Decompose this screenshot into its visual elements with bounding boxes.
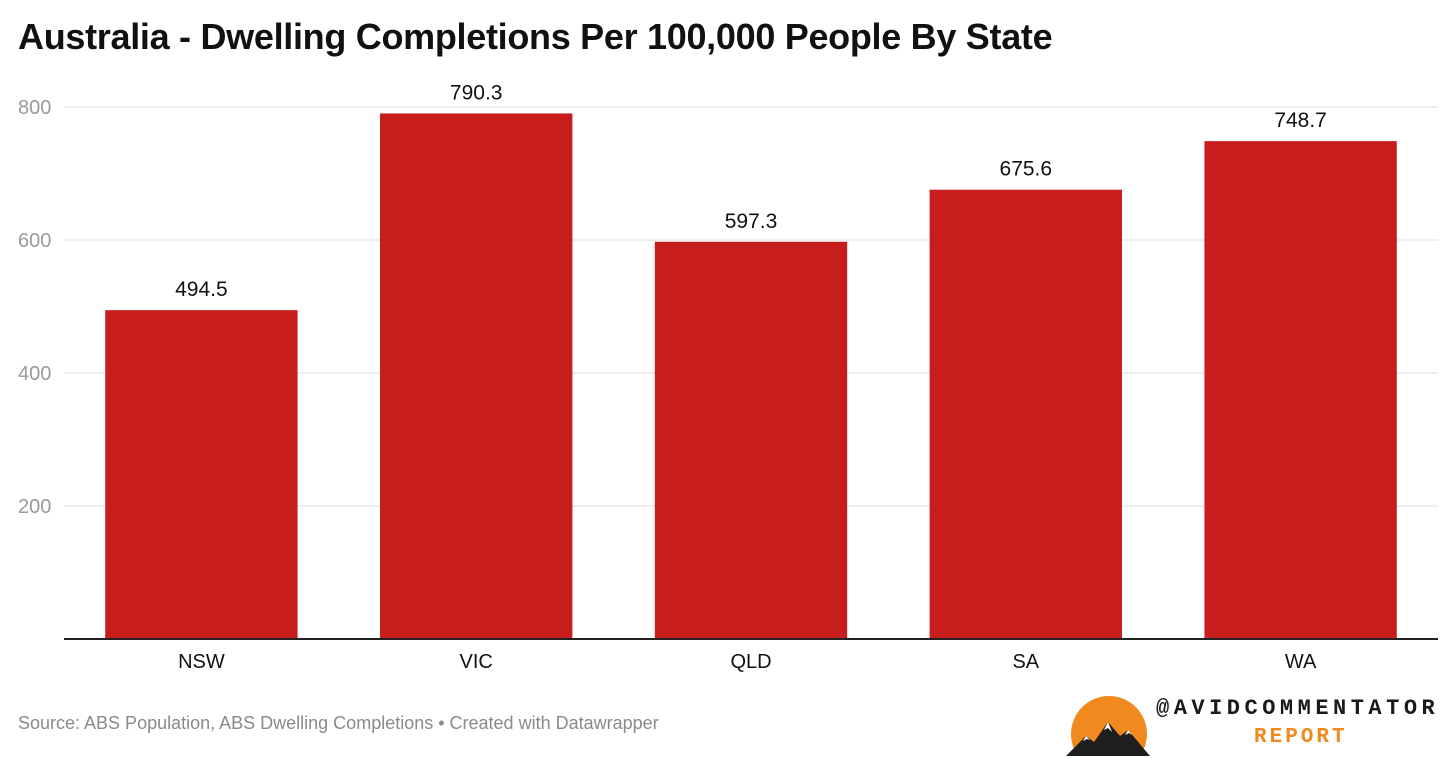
bar-chart: 200 400 600 800 494.5 790.3 597.3 675.6 748.7 N… — [18, 81, 1438, 673]
value-label-wa: 748.7 — [1274, 109, 1327, 132]
bar-wa — [1204, 141, 1397, 639]
brand-handle: @AVIDCOMMENTATOR — [1156, 696, 1440, 721]
bar-sa — [929, 189, 1122, 639]
bar-nsw — [105, 310, 298, 639]
x-tick-label-wa: WA — [1285, 651, 1317, 673]
mountain-sun-logo-icon — [1064, 696, 1154, 758]
bar-qld — [654, 241, 848, 639]
bar-vic — [380, 113, 573, 639]
y-tick-label: 200 — [18, 496, 51, 518]
x-tick-label-sa: SA — [1012, 651, 1039, 673]
value-labels: 494.5 790.3 597.3 675.6 748.7 — [175, 81, 1327, 301]
brand-watermark: @AVIDCOMMENTATOR REPORT — [1064, 690, 1456, 758]
x-tick-label-vic: VIC — [460, 651, 493, 673]
value-label-sa: 675.6 — [1000, 158, 1053, 181]
value-label-qld: 597.3 — [725, 210, 778, 233]
y-tick-label: 600 — [18, 230, 51, 252]
y-tick-label: 800 — [18, 97, 51, 119]
value-label-nsw: 494.5 — [175, 278, 228, 301]
bars — [105, 113, 1397, 639]
x-axis-ticks: NSW VIC QLD SA WA — [178, 651, 1317, 673]
source-note: Source: ABS Population, ABS Dwelling Com… — [18, 713, 659, 733]
brand-report-label: REPORT — [1254, 726, 1348, 749]
x-tick-label-nsw: NSW — [178, 651, 225, 673]
value-label-vic: 790.3 — [450, 81, 503, 104]
chart-title: Australia - Dwelling Completions Per 100… — [18, 16, 1053, 57]
x-tick-label-qld: QLD — [730, 651, 771, 673]
y-tick-label: 400 — [18, 363, 51, 385]
